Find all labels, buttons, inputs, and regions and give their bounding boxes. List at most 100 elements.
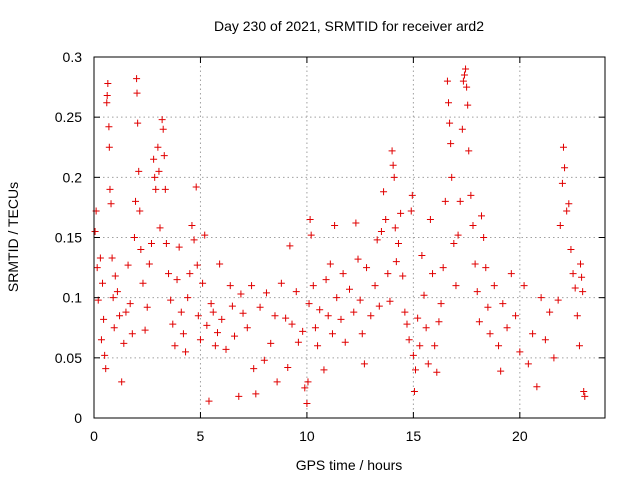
data-point: [145, 260, 153, 268]
data-point: [503, 324, 511, 332]
data-point: [288, 320, 296, 328]
data-point: [222, 345, 230, 353]
data-point: [203, 321, 211, 329]
data-point: [103, 99, 111, 107]
data-point: [392, 258, 400, 266]
data-point: [147, 240, 155, 248]
data-point: [139, 279, 147, 287]
data-point: [158, 116, 166, 124]
data-point: [314, 342, 322, 350]
data-point: [99, 279, 107, 287]
data-point: [394, 240, 402, 248]
data-point: [216, 260, 224, 268]
data-point: [446, 119, 454, 127]
data-point: [416, 342, 424, 350]
data-point: [360, 360, 368, 368]
data-point: [580, 388, 588, 396]
data-point: [177, 308, 185, 316]
data-point: [397, 209, 405, 217]
data-point: [256, 303, 264, 311]
data-point: [141, 326, 149, 334]
data-point: [133, 75, 141, 83]
data-point: [218, 315, 226, 323]
data-point: [577, 260, 585, 268]
data-point: [390, 173, 398, 181]
data-point: [422, 324, 430, 332]
data-point: [469, 221, 477, 229]
x-axis-label: GPS time / hours: [296, 457, 403, 473]
data-point: [497, 367, 505, 375]
data-point: [533, 383, 541, 391]
data-point: [152, 185, 160, 193]
data-point: [563, 207, 571, 215]
data-point: [96, 254, 104, 262]
data-point: [167, 296, 175, 304]
data-point: [341, 338, 349, 346]
data-point: [499, 300, 507, 308]
data-point: [399, 272, 407, 280]
y-tick-label: 0.3: [63, 49, 83, 65]
data-point: [282, 314, 290, 322]
data-point: [186, 270, 194, 278]
data-point: [226, 282, 234, 290]
data-point: [569, 270, 577, 278]
data-point: [382, 215, 390, 223]
data-point: [120, 339, 128, 347]
data-point: [495, 342, 503, 350]
data-point: [575, 342, 583, 350]
data-point: [467, 191, 475, 199]
data-point: [529, 330, 537, 338]
y-tick-label: 0.25: [55, 109, 82, 125]
data-point: [271, 312, 279, 320]
data-point: [512, 312, 520, 320]
data-point: [391, 224, 399, 232]
data-point: [192, 183, 200, 191]
y-axis-label: SRMTID / TECUs: [5, 182, 21, 292]
data-point: [175, 243, 183, 251]
data-point: [105, 143, 113, 151]
data-point: [305, 300, 313, 308]
data-point: [407, 207, 415, 215]
data-point: [91, 227, 99, 235]
data-point: [155, 167, 163, 175]
data-point: [143, 303, 151, 311]
data-point: [337, 315, 345, 323]
data-point: [262, 289, 270, 297]
data-point: [306, 215, 314, 223]
data-point: [134, 119, 142, 127]
y-tick-label: 0.2: [63, 169, 83, 185]
data-point: [135, 167, 143, 175]
data-point: [228, 302, 236, 310]
data-point: [161, 185, 169, 193]
data-point: [169, 320, 177, 328]
data-point: [516, 348, 524, 356]
data-point: [159, 125, 167, 133]
data-point: [100, 315, 108, 323]
data-point: [109, 294, 117, 302]
data-point: [571, 284, 579, 292]
data-point: [122, 308, 130, 316]
data-point: [450, 240, 458, 248]
data-point: [507, 270, 515, 278]
data-point: [579, 288, 587, 296]
data-point: [352, 219, 360, 227]
data-point: [573, 312, 581, 320]
data-point: [439, 264, 447, 272]
data-point: [458, 125, 466, 133]
data-point: [156, 224, 164, 232]
data-point: [132, 197, 140, 205]
data-point: [103, 92, 111, 100]
data-point: [237, 290, 245, 298]
data-point: [133, 89, 141, 97]
data-point: [194, 312, 202, 320]
x-tick-label: 0: [90, 428, 98, 444]
data-point: [292, 288, 300, 296]
data-point: [111, 272, 119, 280]
data-point: [108, 254, 116, 262]
data-point: [431, 342, 439, 350]
data-point: [97, 336, 105, 344]
data-point: [188, 221, 196, 229]
data-point: [356, 296, 364, 304]
data-point: [196, 336, 204, 344]
